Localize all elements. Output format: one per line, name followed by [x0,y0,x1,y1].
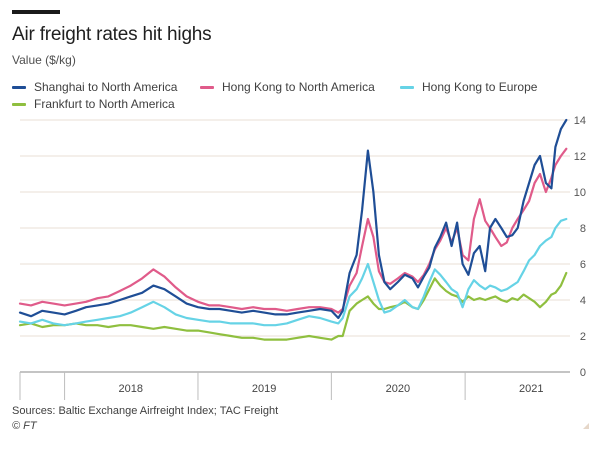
x-tick-label-2018: 2018 [118,383,142,395]
series-line-shanghai [18,118,568,320]
x-tick-label-2021: 2021 [519,383,543,395]
header-rule [12,10,60,14]
chart-title: Air freight rates hit highs [12,24,212,45]
y-tick-label-14: 14 [574,115,586,127]
legend-label-frankfurt: Frankfurt to North America [34,97,175,111]
legend-item-hongkong-na: Hong Kong to North America [200,80,375,94]
legend-swatch-hongkong-eu [400,85,414,89]
y-tick-label-12: 12 [574,151,586,163]
legend-label-hongkong-eu: Hong Kong to Europe [422,80,538,94]
y-tick-label-0: 0 [580,367,586,379]
series-line-frankfurt [18,271,568,341]
y-tick-label-2: 2 [580,331,586,343]
series-line-hongkong_na [18,147,568,314]
y-tick-label-10: 10 [574,187,586,199]
corner-mark [583,423,589,429]
legend-label-shanghai: Shanghai to North America [34,80,178,94]
x-tick-label-2020: 2020 [386,383,410,395]
legend-swatch-hongkong-na [200,85,214,89]
legend-label-hongkong-na: Hong Kong to North America [222,80,375,94]
y-axis-unit-label: Value ($/kg) [12,53,76,67]
y-tick-label-4: 4 [580,295,586,307]
x-tick-label-2019: 2019 [252,383,276,395]
series-line-hongkong_eu [18,217,568,327]
legend-item-hongkong-eu: Hong Kong to Europe [400,80,537,94]
legend-item-shanghai: Shanghai to North America [12,80,177,94]
legend-item-frankfurt: Frankfurt to North America [12,97,175,111]
source-note: Sources: Baltic Exchange Airfreight Inde… [12,405,279,417]
legend-swatch-shanghai [12,85,26,89]
credit-note: © FT [12,420,37,432]
y-tick-label-6: 6 [580,259,586,271]
legend-swatch-frankfurt [12,102,26,106]
y-tick-label-8: 8 [580,223,586,235]
